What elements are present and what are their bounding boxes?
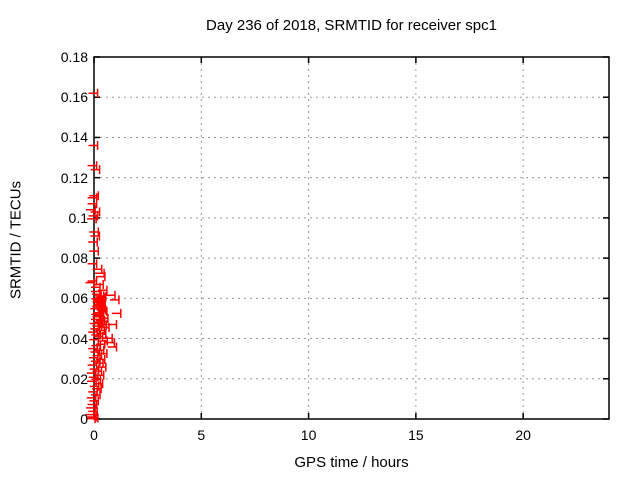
x-tick-label: 20 bbox=[515, 427, 531, 443]
y-tick-label: 0.18 bbox=[60, 49, 88, 65]
plot-border bbox=[93, 56, 610, 420]
chart-title: Day 236 of 2018, SRMTID for receiver spc… bbox=[206, 17, 497, 34]
y-tick-label: 0.16 bbox=[60, 89, 88, 106]
y-tick-label: 0.12 bbox=[60, 169, 88, 186]
x-tick-label: 0 bbox=[90, 427, 98, 443]
x-tick-label: 15 bbox=[408, 427, 424, 443]
y-tick-label: 0.04 bbox=[60, 330, 88, 347]
y-tick-label: 0.02 bbox=[60, 370, 88, 387]
y-tick-label: 0 bbox=[80, 411, 88, 427]
x-tick-label: 10 bbox=[300, 427, 317, 443]
y-tick-label: 0.08 bbox=[60, 250, 88, 267]
y-tick-label: 0.14 bbox=[60, 129, 88, 146]
x-tick-label: 5 bbox=[197, 427, 206, 443]
series-srmtid-points bbox=[85, 88, 122, 424]
y-tick-label: 0.06 bbox=[60, 290, 88, 307]
x-axis-label: GPS time / hours bbox=[294, 454, 409, 471]
y-tick-label: 0.1 bbox=[68, 209, 88, 226]
